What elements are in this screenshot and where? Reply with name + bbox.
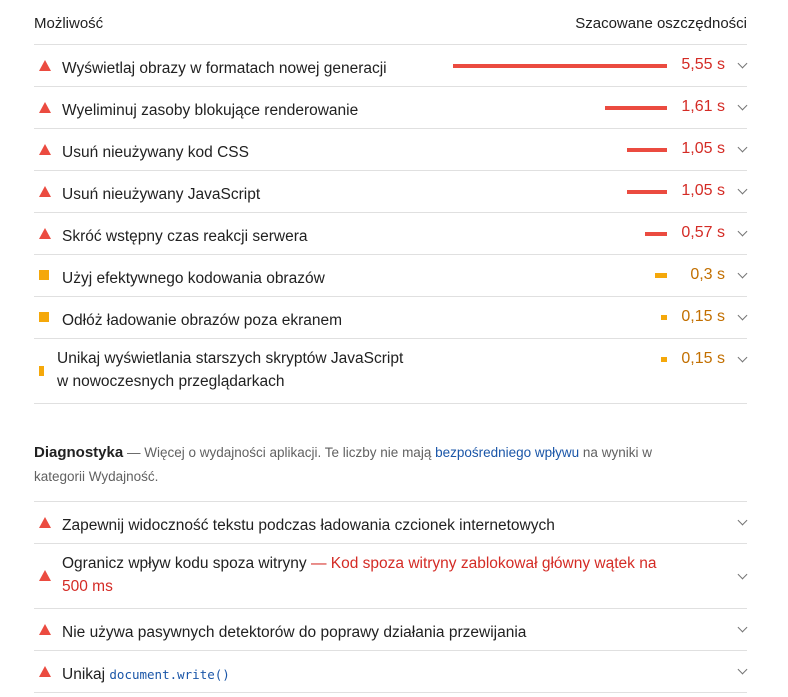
diagnostics-text-after: na wyniki w kategorii Wydajność.: [34, 445, 652, 484]
savings-column-header: Szacowane oszczędności: [575, 15, 747, 32]
fail-triangle-icon: [39, 228, 51, 239]
opportunities-list: Wyświetlaj obrazy w formatach nowej gene…: [34, 45, 748, 404]
chevron-down-icon[interactable]: [737, 622, 748, 633]
opportunity-row[interactable]: Usuń nieużywany kod CSS 1,05 s: [34, 129, 748, 171]
opportunity-title: Wyświetlaj obrazy w formatach nowej gene…: [62, 60, 387, 77]
chevron-down-icon[interactable]: [737, 352, 748, 363]
savings-bar: [605, 106, 667, 110]
savings-bar: [627, 148, 667, 152]
savings-value: 0,3 s: [690, 266, 725, 283]
savings-value: 1,61 s: [681, 98, 725, 115]
savings-bar: [627, 190, 667, 194]
fail-triangle-icon: [39, 624, 51, 635]
fail-triangle-icon: [39, 102, 51, 113]
fail-triangle-icon: [39, 570, 51, 581]
savings-value: 0,15 s: [681, 350, 725, 367]
diagnostics-title: Diagnostyka: [34, 444, 124, 461]
opportunity-column-header: Możliwość: [34, 15, 104, 32]
average-square-icon: [39, 366, 44, 376]
chevron-down-icon[interactable]: [737, 569, 748, 580]
fail-triangle-icon: [39, 517, 51, 528]
diagnostic-title: Unikaj document.write(): [62, 663, 230, 686]
chevron-down-icon[interactable]: [737, 142, 748, 153]
opportunity-row[interactable]: Wyeliminuj zasoby blokujące renderowanie…: [34, 87, 748, 129]
diagnostics-list: Zapewnij widoczność tekstu podczas ładow…: [34, 501, 748, 693]
fail-triangle-icon: [39, 144, 51, 155]
chevron-down-icon[interactable]: [737, 310, 748, 321]
diagnostic-row[interactable]: Ogranicz wpływ kodu spoza witryny — Kod …: [34, 544, 748, 609]
chevron-down-icon[interactable]: [737, 184, 748, 195]
opportunities-header: Możliwość Szacowane oszczędności: [34, 0, 747, 45]
chevron-down-icon[interactable]: [737, 268, 748, 279]
diagnostic-warning-cont: 500 ms: [62, 578, 113, 595]
diagnostics-text-before: — Więcej o wydajności aplikacji. Te licz…: [123, 445, 436, 460]
savings-bar: [661, 315, 667, 320]
fail-triangle-icon: [39, 666, 51, 677]
savings-bar: [453, 64, 667, 68]
savings-bar: [645, 232, 667, 236]
opportunity-row[interactable]: Usuń nieużywany JavaScript 1,05 s: [34, 171, 748, 213]
savings-value: 1,05 s: [681, 182, 725, 199]
opportunity-title: Wyeliminuj zasoby blokujące renderowanie: [62, 102, 359, 119]
opportunity-row[interactable]: Skróć wstępny czas reakcji serwera 0,57 s: [34, 213, 748, 255]
opportunity-title: Odłóż ładowanie obrazów poza ekranem: [62, 312, 343, 329]
opportunity-title: Unikaj wyświetlania starszych skryptów J…: [57, 347, 457, 393]
fail-triangle-icon: [39, 60, 51, 71]
average-square-icon: [39, 312, 49, 322]
opportunity-title: Usuń nieużywany JavaScript: [62, 186, 261, 203]
opportunity-row[interactable]: Unikaj wyświetlania starszych skryptów J…: [34, 339, 748, 404]
savings-bar: [655, 273, 667, 278]
opportunity-row[interactable]: Odłóż ładowanie obrazów poza ekranem 0,15…: [34, 297, 748, 339]
diagnostic-code: document.write(): [109, 667, 230, 682]
opportunity-row[interactable]: Użyj efektywnego kodowania obrazów 0,3 s: [34, 255, 748, 297]
diagnostic-row[interactable]: Nie używa pasywnych detektorów do popraw…: [34, 609, 748, 651]
savings-value: 0,15 s: [681, 308, 725, 325]
opportunity-title: Usuń nieużywany kod CSS: [62, 144, 249, 161]
direct-impact-link[interactable]: bezpośredniego wpływu: [435, 445, 580, 460]
savings-value: 1,05 s: [681, 140, 725, 157]
chevron-down-icon[interactable]: [737, 58, 748, 69]
diagnostic-row[interactable]: Zapewnij widoczność tekstu podczas ładow…: [34, 502, 748, 544]
diagnostic-title-block: Ogranicz wpływ kodu spoza witryny — Kod …: [62, 552, 702, 598]
savings-value: 0,57 s: [681, 224, 725, 241]
opportunity-row[interactable]: Wyświetlaj obrazy w formatach nowej gene…: [34, 45, 748, 87]
fail-triangle-icon: [39, 186, 51, 197]
chevron-down-icon[interactable]: [737, 226, 748, 237]
diagnostic-title: Nie używa pasywnych detektorów do popraw…: [62, 624, 527, 641]
opportunity-title: Użyj efektywnego kodowania obrazów: [62, 270, 325, 287]
diagnostic-title: Ogranicz wpływ kodu spoza witryny: [62, 555, 307, 572]
opportunity-title: Skróć wstępny czas reakcji serwera: [62, 228, 308, 245]
opportunity-title-line2: w nowoczesnych przeglądarkach: [57, 373, 285, 390]
opportunity-title-line1: Unikaj wyświetlania starszych skryptów J…: [57, 350, 404, 367]
savings-value: 5,55 s: [681, 56, 725, 73]
savings-bar: [661, 357, 667, 362]
chevron-down-icon[interactable]: [737, 515, 748, 526]
chevron-down-icon[interactable]: [737, 100, 748, 111]
audit-panel: Możliwość Szacowane oszczędności Wyświet…: [34, 0, 748, 693]
diagnostics-intro: Diagnostyka — Więcej o wydajności aplika…: [34, 441, 694, 489]
diagnostic-title: Zapewnij widoczność tekstu podczas ładow…: [62, 517, 555, 534]
diagnostic-warning: — Kod spoza witryny zablokował główny wą…: [306, 555, 657, 572]
diagnostic-title-text: Unikaj: [62, 666, 106, 683]
diagnostic-row[interactable]: Unikaj document.write(): [34, 651, 748, 693]
chevron-down-icon[interactable]: [737, 664, 748, 675]
average-square-icon: [39, 270, 49, 280]
